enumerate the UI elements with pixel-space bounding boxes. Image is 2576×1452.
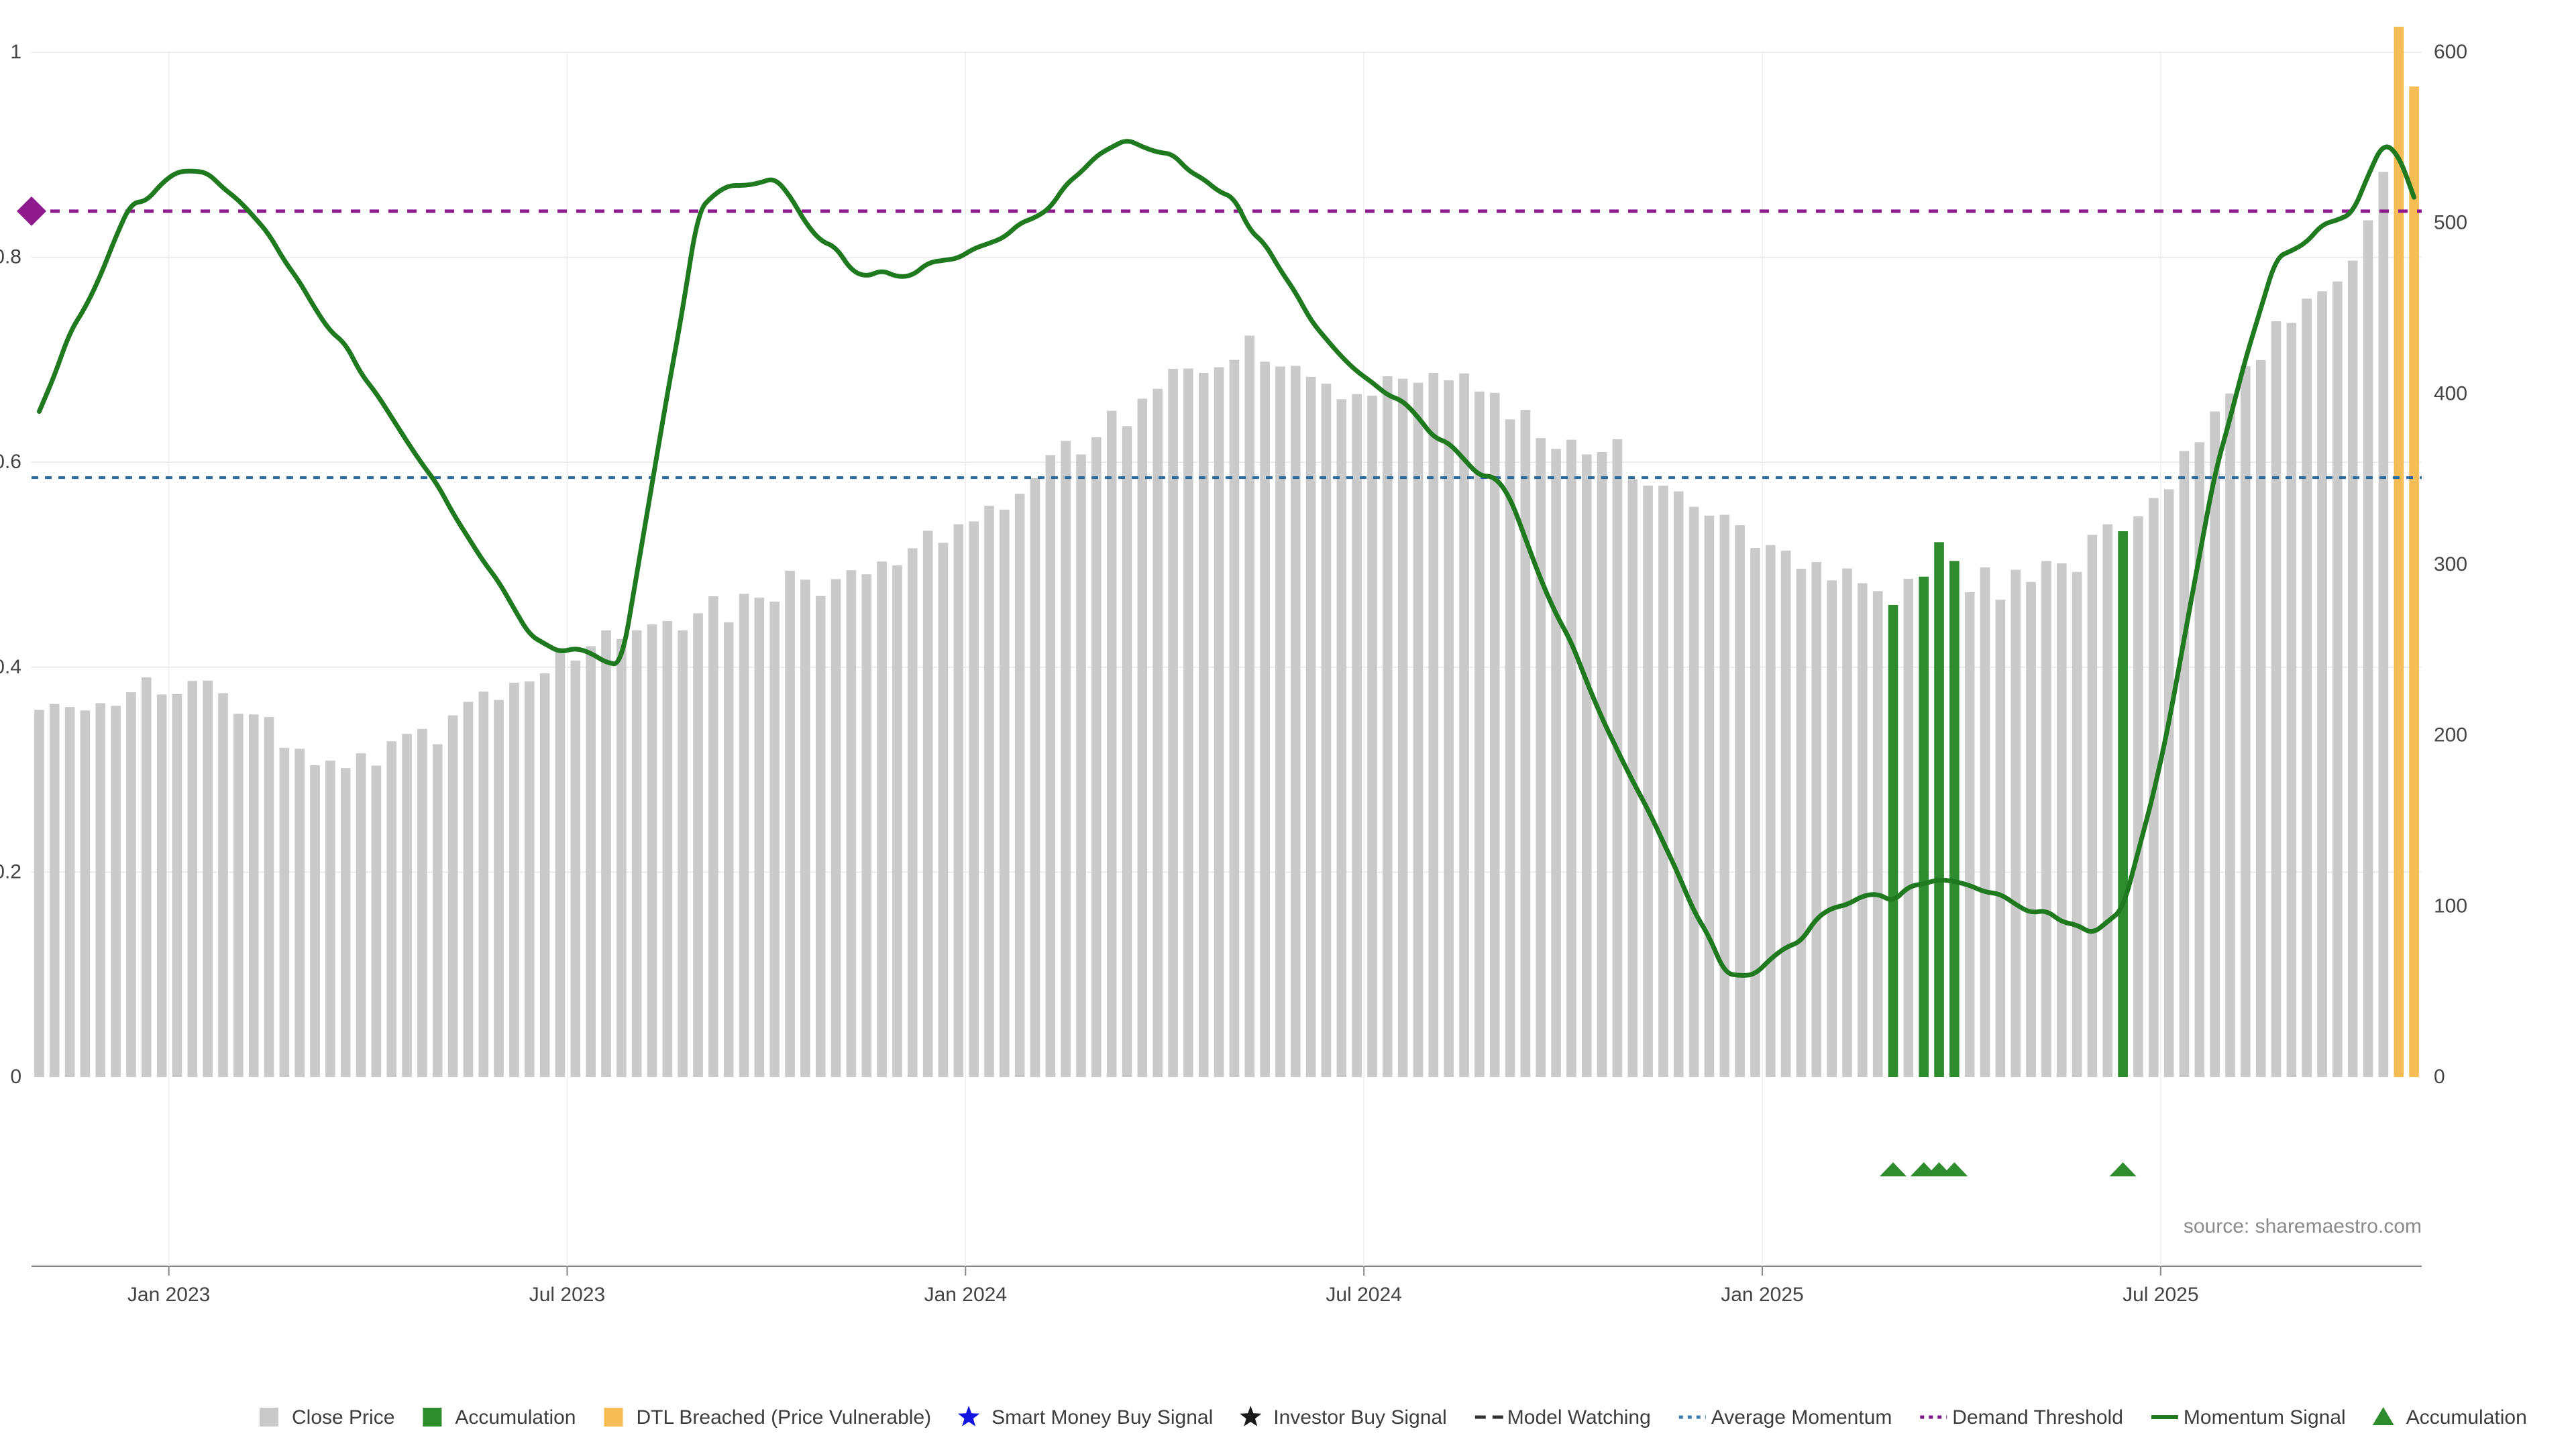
svg-text:0: 0 <box>2434 1066 2445 1088</box>
svg-text:Jul 2024: Jul 2024 <box>1326 1284 1401 1306</box>
svg-text:400: 400 <box>2434 382 2467 404</box>
svg-text:0: 0 <box>10 1066 21 1088</box>
svg-text:source: sharemaestro.com: source: sharemaestro.com <box>2184 1215 2422 1237</box>
svg-text:Jul 2025: Jul 2025 <box>2123 1284 2198 1306</box>
svg-text:Jan 2023: Jan 2023 <box>127 1284 210 1306</box>
svg-text:Momentum Signal: Momentum Signal <box>2184 1406 2346 1429</box>
svg-text:DTL Breached (Price Vulnerable: DTL Breached (Price Vulnerable) <box>637 1406 932 1429</box>
svg-text:0.2: 0.2 <box>0 860 21 883</box>
svg-text:0.8: 0.8 <box>0 246 21 268</box>
svg-text:Jan 2024: Jan 2024 <box>924 1284 1007 1306</box>
svg-text:0.4: 0.4 <box>0 656 21 678</box>
svg-text:1: 1 <box>10 41 21 63</box>
svg-text:Demand Threshold: Demand Threshold <box>1952 1406 2123 1429</box>
svg-text:Accumulation: Accumulation <box>2406 1406 2527 1429</box>
svg-text:Model Watching: Model Watching <box>1507 1406 1651 1429</box>
svg-text:200: 200 <box>2434 724 2467 746</box>
svg-text:Smart Money Buy Signal: Smart Money Buy Signal <box>991 1406 1213 1429</box>
svg-text:Accumulation: Accumulation <box>455 1406 576 1429</box>
svg-text:600: 600 <box>2434 41 2467 63</box>
svg-text:300: 300 <box>2434 553 2467 575</box>
svg-text:100: 100 <box>2434 895 2467 917</box>
svg-text:Investor Buy Signal: Investor Buy Signal <box>1273 1406 1446 1429</box>
svg-text:Jan 2025: Jan 2025 <box>1721 1284 1803 1306</box>
svg-text:Close Price: Close Price <box>292 1406 394 1429</box>
svg-text:500: 500 <box>2434 212 2467 234</box>
svg-text:Average Momentum: Average Momentum <box>1711 1406 1892 1429</box>
svg-text:0.6: 0.6 <box>0 451 21 473</box>
svg-text:Jul 2023: Jul 2023 <box>529 1284 605 1306</box>
